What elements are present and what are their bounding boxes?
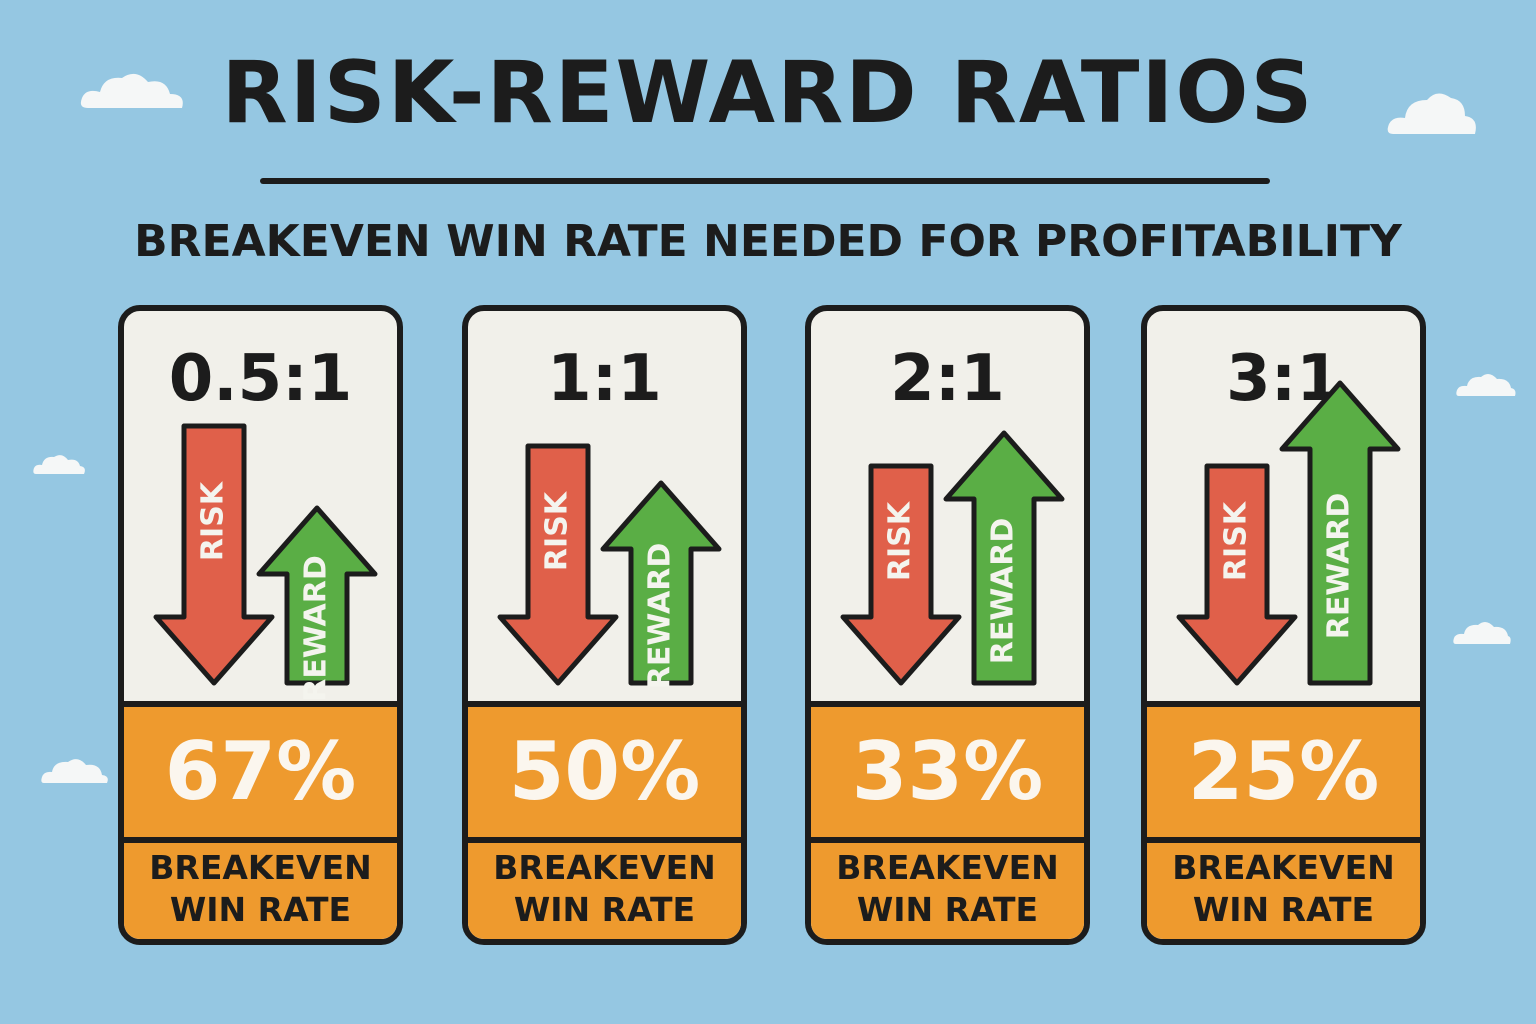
caption-line: BREAKEVEN: [493, 848, 716, 887]
risk-label: RISK: [540, 490, 575, 571]
cloud-icon: [33, 455, 85, 474]
panel-divider: [811, 837, 1084, 843]
reward-label: REWARD: [299, 555, 334, 701]
breakeven-percent: 33%: [851, 725, 1044, 818]
arrows-graphic: RISK REWARD: [153, 423, 378, 701]
arrows-graphic: RISK REWARD: [840, 430, 1065, 686]
ratio-label: 2:1: [890, 342, 1005, 416]
breakeven-panel: 50% BREAKEVEN WIN RATE: [468, 701, 741, 939]
cloud-icon: [1453, 621, 1511, 644]
cloud-icon: [80, 73, 183, 108]
arrows-graphic: RISK REWARD: [1176, 380, 1401, 686]
reward-arrow: [943, 430, 1065, 686]
caption-line: BREAKEVEN: [1172, 848, 1395, 887]
caption-line: BREAKEVEN: [149, 848, 372, 887]
risk-arrow: [1176, 463, 1298, 686]
panel-divider: [468, 837, 741, 843]
risk-label: RISK: [1219, 500, 1254, 581]
reward-label: REWARD: [986, 518, 1021, 665]
risk-label: RISK: [883, 500, 918, 581]
arrows-graphic: RISK REWARD: [497, 443, 722, 690]
reward-label: REWARD: [1322, 493, 1357, 640]
ratio-card: 2:1 RISK REWARD 33% BREAKEVEN WIN RATE: [805, 305, 1090, 945]
risk-label: RISK: [196, 480, 231, 561]
risk-arrow: [153, 423, 275, 686]
cloud-icon: [1456, 373, 1516, 396]
ratio-label: 1:1: [547, 342, 662, 416]
panel-divider: [1147, 837, 1420, 843]
breakeven-percent: 67%: [164, 725, 357, 818]
ratio-card: 0.5:1 RISK REWARD 67% BREAKEVEN WIN RATE: [118, 305, 403, 945]
caption-line: BREAKEVEN: [836, 848, 1059, 887]
breakeven-panel: 33% BREAKEVEN WIN RATE: [811, 701, 1084, 939]
risk-arrow: [840, 463, 962, 686]
caption-line: WIN RATE: [1192, 890, 1375, 929]
caption-line: WIN RATE: [513, 890, 696, 929]
reward-label: REWARD: [643, 543, 678, 690]
cloud-icon: [1387, 93, 1476, 134]
page-subtitle: BREAKEVEN WIN RATE NEEDED FOR PROFITABIL…: [134, 216, 1402, 267]
cloud-icon: [41, 759, 108, 783]
ratio-label: 0.5:1: [168, 342, 353, 416]
breakeven-caption: BREAKEVEN WIN RATE: [124, 847, 397, 931]
caption-line: WIN RATE: [856, 890, 1039, 929]
page-title: RISK-REWARD RATIOS: [221, 43, 1315, 143]
title-underline: [260, 178, 1270, 184]
reward-arrow: [256, 505, 378, 686]
breakeven-percent: 25%: [1187, 725, 1380, 818]
breakeven-panel: 67% BREAKEVEN WIN RATE: [124, 701, 397, 939]
caption-line: WIN RATE: [169, 890, 352, 929]
breakeven-caption: BREAKEVEN WIN RATE: [468, 847, 741, 931]
panel-divider: [124, 837, 397, 843]
risk-arrow: [497, 443, 619, 686]
breakeven-panel: 25% BREAKEVEN WIN RATE: [1147, 701, 1420, 939]
reward-arrow: [1279, 380, 1401, 686]
breakeven-caption: BREAKEVEN WIN RATE: [811, 847, 1084, 931]
ratio-card: 3:1 RISK REWARD 25% BREAKEVEN WIN RATE: [1141, 305, 1426, 945]
breakeven-percent: 50%: [508, 725, 701, 818]
reward-arrow: [600, 480, 722, 686]
breakeven-caption: BREAKEVEN WIN RATE: [1147, 847, 1420, 931]
ratio-card: 1:1 RISK REWARD 50% BREAKEVEN WIN RATE: [462, 305, 747, 945]
